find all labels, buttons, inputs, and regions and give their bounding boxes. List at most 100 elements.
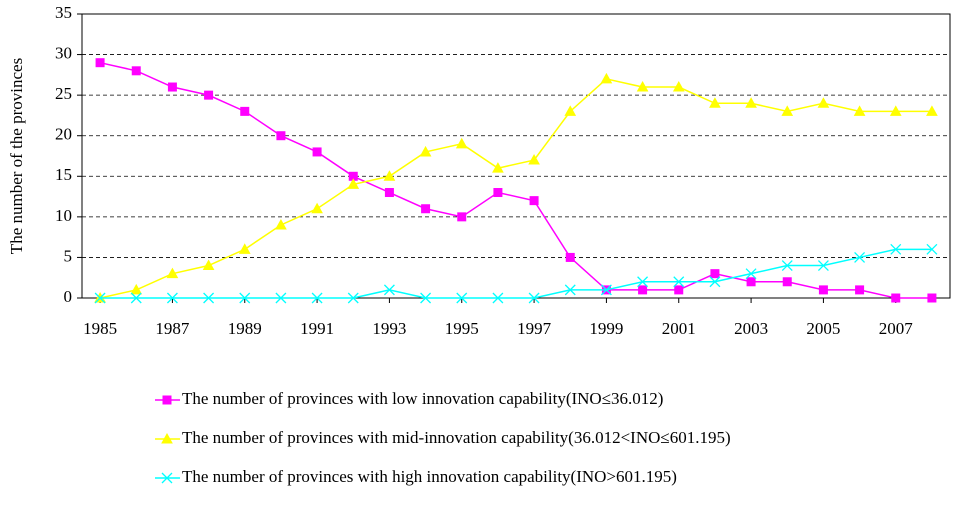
marker bbox=[347, 292, 359, 304]
y-tick-label: 25 bbox=[55, 84, 72, 103]
marker bbox=[204, 90, 214, 100]
marker bbox=[818, 285, 828, 295]
marker bbox=[383, 170, 396, 181]
marker bbox=[637, 276, 649, 288]
marker bbox=[161, 472, 173, 484]
marker bbox=[419, 145, 432, 157]
y-tick-label: 15 bbox=[55, 165, 72, 184]
marker bbox=[312, 147, 322, 157]
series-line bbox=[100, 248, 932, 299]
marker bbox=[890, 243, 902, 255]
series-line bbox=[99, 78, 932, 299]
marker bbox=[817, 260, 829, 272]
y-tick-label: 30 bbox=[55, 43, 72, 62]
x-tick-label: 1997 bbox=[517, 319, 552, 338]
marker bbox=[782, 277, 792, 287]
marker bbox=[674, 285, 684, 295]
marker bbox=[927, 293, 937, 303]
marker bbox=[528, 154, 540, 165]
marker bbox=[492, 292, 504, 304]
marker bbox=[162, 395, 172, 405]
x-tick-label: 1991 bbox=[300, 319, 334, 338]
marker bbox=[600, 284, 612, 296]
marker bbox=[456, 292, 468, 304]
marker bbox=[161, 432, 173, 444]
legend-label: The number of provinces with high innova… bbox=[182, 467, 677, 486]
y-tick-label: 5 bbox=[64, 246, 73, 265]
legend-label: The number of provinces with low innovat… bbox=[182, 389, 663, 408]
x-tick-label: 2001 bbox=[662, 319, 696, 338]
marker bbox=[421, 204, 431, 214]
x-tick-label: 1995 bbox=[445, 319, 479, 338]
marker bbox=[275, 218, 287, 230]
marker bbox=[493, 188, 503, 198]
marker bbox=[131, 66, 141, 76]
legend-label: The number of provinces with mid-innovat… bbox=[182, 428, 731, 447]
marker bbox=[709, 276, 721, 288]
marker bbox=[167, 82, 177, 92]
x-tick-label: 2007 bbox=[879, 319, 914, 338]
marker bbox=[817, 97, 830, 108]
marker bbox=[130, 292, 142, 304]
x-tick-label: 1985 bbox=[83, 319, 117, 338]
marker bbox=[238, 243, 251, 254]
marker bbox=[384, 188, 394, 198]
y-axis-label: The number of the provinces bbox=[7, 58, 26, 254]
y-tick-label: 20 bbox=[55, 125, 72, 144]
marker bbox=[347, 178, 360, 189]
marker bbox=[276, 131, 286, 141]
marker bbox=[926, 243, 938, 255]
marker bbox=[638, 285, 648, 295]
marker bbox=[853, 105, 866, 116]
marker bbox=[745, 97, 757, 108]
y-tick-label: 0 bbox=[64, 287, 73, 306]
marker bbox=[457, 212, 467, 222]
marker bbox=[203, 292, 215, 304]
marker bbox=[202, 259, 215, 271]
marker bbox=[455, 137, 468, 149]
marker bbox=[528, 292, 540, 304]
marker bbox=[891, 293, 901, 303]
marker bbox=[564, 284, 576, 296]
marker bbox=[420, 292, 432, 304]
x-tick-label: 1993 bbox=[372, 319, 406, 338]
marker bbox=[275, 292, 287, 304]
marker bbox=[673, 276, 685, 288]
marker bbox=[709, 97, 721, 108]
marker bbox=[636, 80, 649, 92]
marker bbox=[745, 268, 757, 280]
marker bbox=[383, 284, 395, 296]
marker bbox=[600, 72, 613, 84]
marker bbox=[564, 105, 577, 116]
marker bbox=[239, 292, 251, 304]
y-tick-label: 10 bbox=[55, 206, 72, 225]
marker bbox=[240, 106, 250, 116]
x-tick-label: 2005 bbox=[806, 319, 840, 338]
marker bbox=[926, 105, 938, 116]
marker bbox=[529, 196, 539, 206]
plot-frame bbox=[81, 13, 951, 299]
marker bbox=[710, 269, 720, 279]
marker bbox=[889, 105, 902, 116]
marker bbox=[565, 252, 575, 262]
x-tick-label: 1987 bbox=[155, 319, 190, 338]
marker bbox=[166, 292, 178, 304]
y-tick-label: 35 bbox=[55, 3, 72, 22]
marker bbox=[166, 267, 179, 279]
marker bbox=[855, 285, 865, 295]
marker bbox=[781, 260, 793, 272]
x-tick-label: 2003 bbox=[734, 319, 768, 338]
marker bbox=[311, 202, 323, 214]
marker bbox=[311, 292, 323, 304]
marker bbox=[672, 80, 685, 92]
series-line bbox=[99, 61, 932, 299]
x-tick-label: 1999 bbox=[589, 319, 623, 338]
marker bbox=[492, 162, 504, 173]
marker bbox=[746, 277, 756, 287]
marker bbox=[94, 292, 106, 304]
marker bbox=[95, 58, 105, 68]
marker bbox=[781, 105, 794, 116]
x-tick-label: 1989 bbox=[228, 319, 262, 338]
